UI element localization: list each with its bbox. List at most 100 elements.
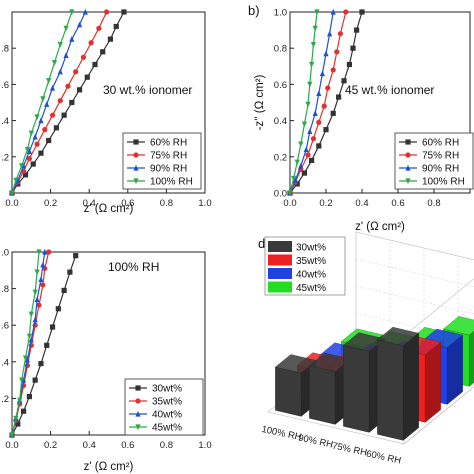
data-point (46, 137, 52, 144)
x-tick-label: 0.6 (121, 198, 134, 209)
legend-marker (135, 410, 141, 417)
x-tick-label: 0.2 (319, 198, 332, 209)
data-point (36, 249, 42, 256)
data-point (32, 377, 38, 383)
series-line (11, 11, 73, 194)
data-point (42, 248, 48, 255)
data-point (38, 361, 44, 367)
y-tick-label: .8 (1, 44, 9, 55)
data-point (38, 117, 44, 124)
annotation-text: 45 wt.% ionomer (345, 83, 434, 97)
series-line (11, 11, 125, 194)
data-point (55, 306, 61, 312)
data-point (34, 296, 40, 303)
data-point (40, 96, 46, 102)
y-tick-label: .2 (1, 152, 9, 163)
legend-label: 30wt% (152, 384, 182, 395)
data-point (107, 36, 114, 42)
category-label: 100% RH (260, 424, 302, 443)
legend-label: 30wt% (296, 243, 326, 254)
data-point (24, 356, 31, 363)
legend-marker (133, 164, 139, 171)
legend-label: 100% RH (422, 177, 465, 188)
data-point (307, 81, 313, 88)
legend-label: 75% RH (150, 151, 187, 162)
data-point (20, 408, 27, 414)
bar-top-face (442, 316, 474, 336)
data-point (336, 94, 342, 100)
y-tick-label: 0.0 (274, 189, 287, 200)
x-tick-label: 1.0 (198, 440, 211, 451)
data-point (61, 287, 67, 294)
y-tick-label: 0.4 (274, 116, 287, 127)
data-point (24, 146, 31, 153)
category-label: 75% RH (331, 440, 368, 458)
data-point (22, 355, 29, 362)
x-tick-label: 0.2 (44, 198, 57, 209)
data-point (321, 103, 327, 109)
data-point (330, 67, 336, 73)
y-tick-label: 1.0 (274, 8, 287, 19)
data-point (46, 78, 52, 84)
data-point (34, 141, 40, 147)
data-point (298, 162, 304, 169)
legend-marker (405, 164, 411, 171)
data-point (38, 276, 44, 283)
data-point (88, 40, 94, 46)
data-point (13, 177, 19, 184)
legend-marker (405, 139, 411, 145)
legend-marker (405, 152, 411, 158)
data-point (67, 269, 73, 275)
legend-label: 60% RH (422, 138, 459, 149)
data-point (15, 421, 21, 427)
data-point (337, 31, 343, 37)
data-point (92, 61, 98, 68)
data-point (330, 8, 336, 15)
y-tick-label: .4 (1, 357, 9, 368)
data-point (330, 110, 336, 116)
legend-label: 35wt% (296, 256, 326, 267)
data-point (28, 336, 34, 343)
data-point (44, 342, 50, 348)
data-point (346, 61, 352, 68)
data-point (316, 90, 322, 97)
category-label: 90% RH (297, 432, 334, 450)
data-point (69, 36, 75, 42)
legend-marker (133, 152, 139, 158)
y-tick-label: .6 (1, 321, 9, 332)
panel-b-impedance-45wt: 0.0 0.2 0.4 0.6 0.8 0.0 0.2 0.4 0.6 0.8 1.0 z' (Ω c… (248, 3, 474, 233)
bar-side-face (403, 332, 419, 441)
data-point (34, 114, 40, 121)
data-point (61, 112, 67, 118)
data-point (30, 161, 36, 167)
data-point (359, 9, 365, 15)
data-point (49, 112, 56, 118)
legend-label: 75% RH (422, 151, 459, 162)
data-point (9, 432, 15, 439)
x-tick-label: 0.2 (44, 440, 57, 451)
x-axis-label: z' (Ω cm²) (84, 203, 134, 215)
legend-label: 45wt% (152, 423, 182, 434)
data-point (298, 141, 304, 148)
legend-marker (405, 178, 411, 185)
data-point (36, 302, 42, 308)
data-point (9, 190, 15, 197)
x-tick-label: 0.0 (5, 198, 18, 209)
x-tick-label: 1.0 (198, 198, 211, 209)
panel-a-impedance-30wt: 0.0 0.2 0.4 0.6 0.8 1.0 .2 .4 .6 .8 z' (Ω cm²) 30 w… (1, 8, 212, 215)
data-point (51, 60, 58, 66)
data-point (76, 87, 83, 93)
panel-label: d) (258, 236, 270, 251)
y-tick-label: .4 (1, 116, 9, 127)
data-point (312, 110, 318, 116)
annotation-text: 30 wt.% ionomer (103, 83, 192, 97)
data-point (22, 172, 29, 178)
data-point (73, 69, 79, 75)
data-point (57, 68, 63, 75)
data-point (13, 415, 19, 422)
data-point (334, 49, 340, 55)
legend-label: 40wt% (296, 270, 326, 281)
x-tick-label: 0.6 (391, 198, 404, 209)
data-point (292, 177, 298, 183)
